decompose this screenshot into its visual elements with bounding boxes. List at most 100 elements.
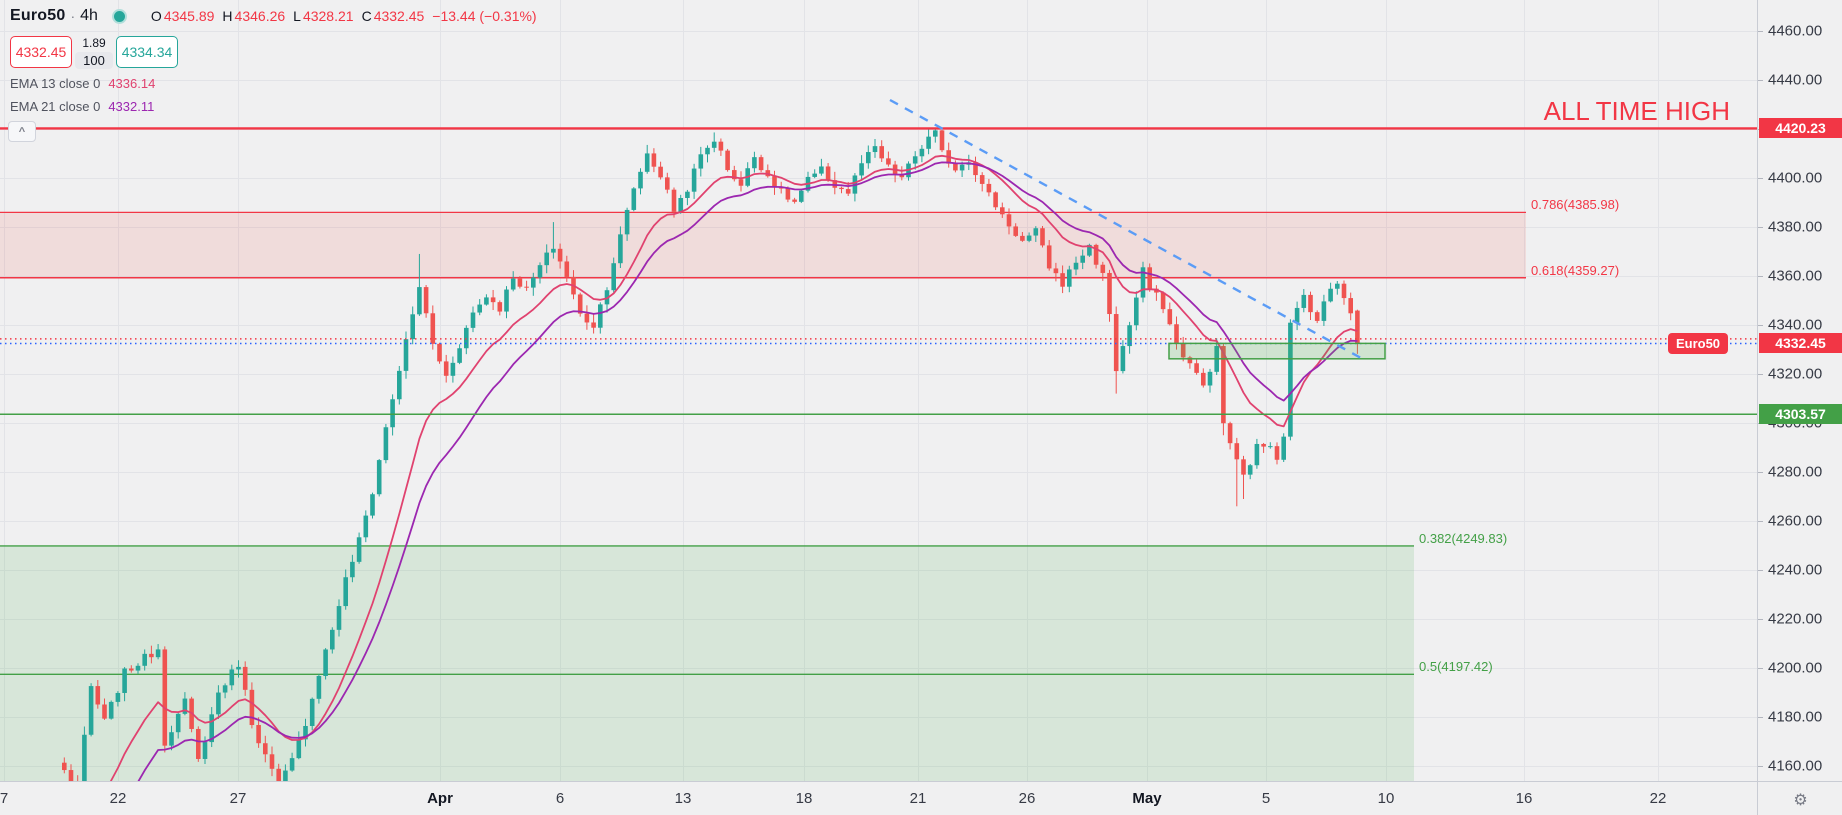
candle[interactable] [979, 172, 985, 192]
candle[interactable] [671, 187, 677, 218]
candle[interactable] [464, 325, 469, 355]
candle[interactable] [62, 757, 67, 774]
candle[interactable] [765, 164, 771, 178]
candle[interactable] [1180, 336, 1186, 362]
candle[interactable] [504, 286, 509, 319]
candle[interactable] [330, 627, 335, 654]
candle[interactable] [283, 764, 288, 781]
candle[interactable] [691, 163, 697, 199]
candle[interactable] [162, 646, 168, 753]
candle[interactable] [1160, 291, 1166, 314]
candle[interactable] [1281, 433, 1286, 463]
indicator-row-ema13[interactable]: EMA 13 close 0 4336.14 [10, 74, 537, 93]
candle[interactable] [799, 189, 804, 204]
candle[interactable] [149, 645, 154, 664]
candle[interactable] [584, 305, 590, 330]
price-axis[interactable]: 4460.004440.004420.004400.004380.004360.… [1757, 0, 1842, 781]
candle[interactable] [517, 276, 523, 289]
time-axis[interactable]: 7 22 27 Apr 6 13 18 21 26 May 5 10 16 22 [0, 781, 1757, 815]
candle[interactable] [1046, 240, 1052, 271]
candle[interactable] [336, 599, 342, 637]
candle[interactable] [973, 156, 978, 182]
candle[interactable] [108, 700, 114, 720]
candle[interactable] [88, 683, 94, 737]
candle[interactable] [102, 698, 107, 720]
candle[interactable] [551, 222, 556, 259]
chart-settings-gear-icon[interactable]: ⚙ [1793, 789, 1808, 809]
candle[interactable] [926, 129, 931, 155]
buy-button[interactable]: 4334.34 [116, 36, 178, 68]
candle[interactable] [524, 280, 529, 291]
candlestick-chart-canvas[interactable] [0, 0, 1757, 781]
candle[interactable] [1294, 301, 1300, 331]
candle[interactable] [196, 726, 201, 762]
candle[interactable] [912, 151, 918, 170]
candle[interactable] [1067, 265, 1072, 293]
candle[interactable] [222, 683, 228, 699]
candle[interactable] [289, 752, 295, 772]
candle[interactable] [1288, 319, 1293, 441]
candle[interactable] [678, 194, 683, 214]
candle[interactable] [933, 128, 938, 143]
candle[interactable] [986, 178, 992, 197]
candle[interactable] [531, 272, 536, 296]
candle[interactable] [1026, 232, 1032, 243]
candle[interactable] [725, 148, 730, 172]
candle[interactable] [1207, 368, 1213, 393]
candle[interactable] [209, 707, 214, 748]
candle[interactable] [1060, 265, 1065, 294]
candle[interactable] [1328, 282, 1333, 303]
candle[interactable] [1120, 340, 1126, 374]
candle[interactable] [276, 763, 281, 781]
candle[interactable] [1140, 261, 1146, 303]
candle[interactable] [698, 146, 704, 177]
candle[interactable] [544, 244, 549, 274]
candle[interactable] [711, 132, 717, 153]
candle[interactable] [484, 294, 489, 306]
candle[interactable] [1033, 226, 1039, 242]
candle[interactable] [859, 155, 864, 180]
candle[interactable] [906, 161, 911, 181]
market-status-icon[interactable] [111, 8, 127, 24]
candle[interactable] [129, 665, 134, 673]
candle[interactable] [1355, 309, 1360, 354]
candle[interactable] [577, 292, 583, 317]
candle[interactable] [651, 148, 657, 173]
candle[interactable] [1053, 262, 1059, 282]
candle[interactable] [182, 692, 188, 716]
candle[interactable] [638, 168, 643, 195]
candle[interactable] [457, 344, 462, 365]
candle[interactable] [1147, 263, 1152, 292]
candle[interactable] [752, 151, 757, 173]
candle[interactable] [242, 661, 248, 696]
candle[interactable] [169, 725, 174, 751]
candle[interactable] [705, 145, 710, 163]
candle[interactable] [1247, 463, 1253, 480]
candle[interactable] [1040, 226, 1045, 248]
symbol-name[interactable]: Euro50 [10, 7, 66, 24]
candle[interactable] [1348, 292, 1353, 321]
candle[interactable] [1261, 442, 1266, 453]
candle[interactable] [618, 226, 623, 268]
candle[interactable] [303, 718, 308, 747]
candle[interactable] [370, 492, 375, 519]
candle[interactable] [470, 306, 476, 333]
candle[interactable] [1107, 269, 1112, 322]
candle[interactable] [772, 170, 777, 195]
descending-trendline[interactable] [889, 98, 1362, 360]
candle[interactable] [718, 138, 724, 156]
candle[interactable] [135, 663, 141, 674]
candle[interactable] [785, 186, 791, 203]
candle[interactable] [758, 154, 764, 173]
candle[interactable] [886, 151, 891, 167]
candle[interactable] [510, 271, 516, 292]
candle[interactable] [1341, 280, 1347, 305]
candle[interactable] [537, 262, 543, 284]
candle[interactable] [1274, 442, 1280, 465]
candle[interactable] [68, 764, 74, 781]
candle[interactable] [249, 682, 255, 729]
candle[interactable] [919, 145, 925, 163]
candle[interactable] [1006, 208, 1012, 235]
candle[interactable] [115, 691, 121, 707]
candle[interactable] [832, 171, 838, 195]
